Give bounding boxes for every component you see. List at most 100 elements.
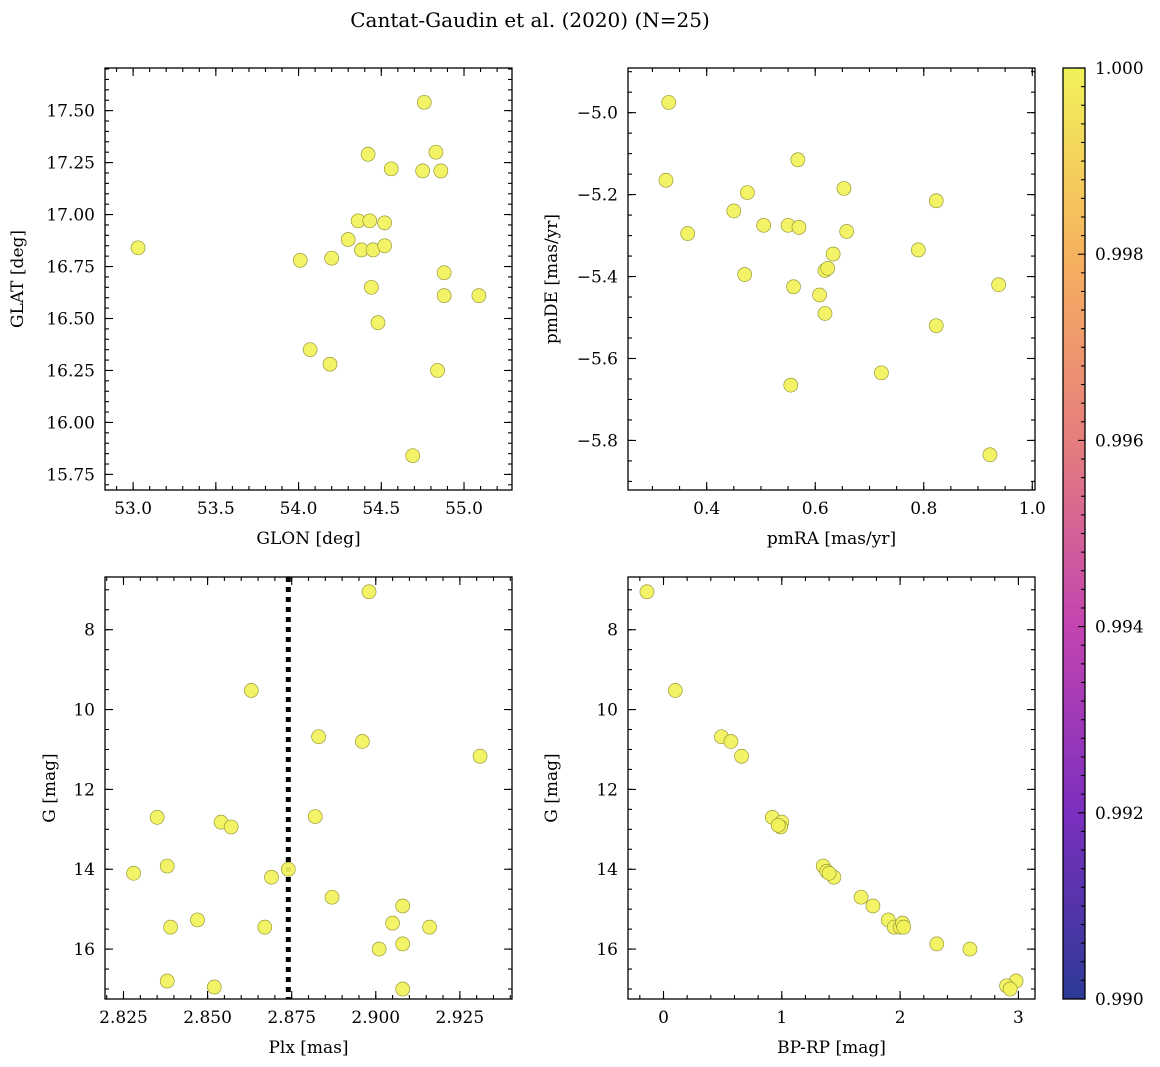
x-tick-label: 0 [658,1008,669,1028]
data-point [790,152,806,168]
x-tick-label: 0.8 [910,499,937,519]
colorbar: 0.990 0.992 0.994 0.996 0.998 1.000 [1062,59,1144,1010]
data-point [436,288,452,303]
data-point [786,279,801,295]
y-tick-label: 8 [84,621,95,641]
panel-pmra-pmde: 0.4 0.6 0.8 1.0 −5.8 −5.6 −5.4 −5.2 −5.0 pmRA [ma… [542,67,1046,549]
y-tick-label: 16.00 [46,413,95,433]
y-tick-label: 10 [73,701,95,721]
data-point [385,915,400,931]
x-axis-label: Plx [mas] [268,1038,348,1058]
data-point [726,203,742,219]
y-tick-label: −5.8 [577,431,618,451]
x-tick-label: 2.875 [267,1008,316,1028]
data-point [377,238,392,254]
data-point [126,865,141,881]
y-tick-label: 14 [596,860,618,880]
data-point [734,748,749,764]
data-point [311,729,326,745]
y-tick-label: −5.6 [577,349,618,369]
axes-frame [104,67,513,491]
data-point [680,226,696,241]
data-point [817,306,833,321]
data-point [1002,981,1018,997]
colorbar-tick-label: 0.992 [1095,804,1144,824]
colorbar-tick-label: 0.990 [1095,990,1144,1010]
data-point [791,220,807,235]
y-axis-label: pmDE [mas/yr] [542,214,562,344]
data-point [243,683,259,698]
y-tick-label: 17.50 [46,102,95,122]
data-point [257,919,273,935]
data-point [159,858,175,874]
data-point [264,869,279,885]
data-point [395,936,411,952]
data-point [159,973,175,989]
x-tick-label: 54.0 [280,499,318,519]
x-tick-label: 0.6 [802,499,829,519]
data-point [929,936,945,952]
data-point [280,861,296,877]
y-axis-label: GLAT [deg] [8,230,28,328]
y-tick-label: −5.0 [577,104,618,124]
data-point [395,898,411,914]
y-tick-label: 15.75 [46,465,95,485]
y-tick-label: 14 [73,860,95,880]
data-point [302,342,318,358]
data-point [658,172,674,188]
data-point [723,734,739,749]
data-point [820,260,836,276]
axes-frame [104,576,513,1000]
data-point [361,584,377,600]
data-point [163,919,178,935]
data-point [292,252,308,268]
panel-plx-g: 2.825 2.850 2.875 2.900 2.925 8 10 12 14 16 Plx [m… [40,576,513,1058]
data-point [364,279,379,295]
data-point [962,941,978,957]
data-point [340,232,356,247]
x-axis-label: pmRA [mas/yr] [767,529,896,549]
x-tick-label: 53.5 [197,499,235,519]
panel-glon-glat: 53.0 53.5 54.0 54.5 55.0 15.75 16.00 16.25 16.50… [8,67,513,549]
data-point [324,889,340,905]
colorbar-tick-label: 0.998 [1095,245,1144,265]
data-point [362,213,378,229]
data-point [130,240,146,256]
data-point [982,447,998,463]
data-point [422,919,437,935]
colorbar-tick-label: 0.994 [1095,618,1144,638]
data-point [928,318,944,334]
data-point [740,185,755,200]
y-tick-label: 16 [596,940,618,960]
axes-frame [627,67,1036,491]
data-point [471,288,487,303]
data-point [430,363,445,378]
data-point [370,315,386,331]
data-point [223,819,239,835]
x-tick-label: 53.0 [114,499,152,519]
data-point [825,246,841,262]
data-point [991,277,1006,293]
data-point [472,748,488,764]
x-tick-label: 2 [895,1008,906,1028]
data-point [206,979,222,995]
x-axis-label: BP-RP [mag] [777,1038,886,1058]
data-point [812,287,827,303]
data-point [639,584,655,600]
x-tick-label: 0.4 [693,499,720,519]
data-point [910,242,926,258]
x-tick-label: 2.850 [183,1008,232,1028]
x-tick-label: 3 [1013,1008,1024,1028]
data-point [360,146,376,162]
colorbar-tick-label: 0.996 [1095,431,1144,451]
data-point [661,95,677,110]
x-axis-label: GLON [deg] [256,529,360,549]
data-point [190,912,205,928]
data-point [821,865,837,881]
data-point [865,898,881,914]
data-point [737,267,753,282]
x-tick-label: 1 [776,1008,787,1028]
data-point [354,734,370,749]
data-point [428,144,444,160]
data-point [839,224,855,239]
